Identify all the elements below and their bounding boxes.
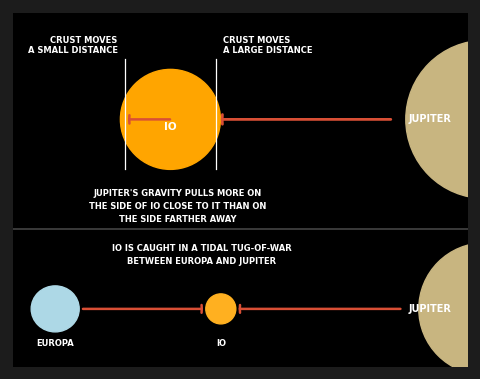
Text: IO: IO <box>216 339 226 348</box>
Text: IO: IO <box>164 122 177 132</box>
Text: IO IS CAUGHT IN A TIDAL TUG-OF-WAR
BETWEEN EUROPA AND JUPITER: IO IS CAUGHT IN A TIDAL TUG-OF-WAR BETWE… <box>112 244 291 266</box>
Text: CRUST MOVES
A SMALL DISTANCE: CRUST MOVES A SMALL DISTANCE <box>27 36 118 55</box>
Text: JUPITER: JUPITER <box>408 304 451 314</box>
Ellipse shape <box>419 243 480 375</box>
Text: JUPITER: JUPITER <box>408 114 451 124</box>
Ellipse shape <box>120 69 220 169</box>
Text: CRUST MOVES
A LARGE DISTANCE: CRUST MOVES A LARGE DISTANCE <box>223 36 312 55</box>
Ellipse shape <box>206 294 236 324</box>
Text: JUPITER'S GRAVITY PULLS MORE ON
THE SIDE OF IO CLOSE TO IT THAN ON
THE SIDE FART: JUPITER'S GRAVITY PULLS MORE ON THE SIDE… <box>89 190 266 224</box>
Ellipse shape <box>31 286 79 332</box>
Ellipse shape <box>406 41 480 198</box>
Text: EUROPA: EUROPA <box>36 339 74 348</box>
